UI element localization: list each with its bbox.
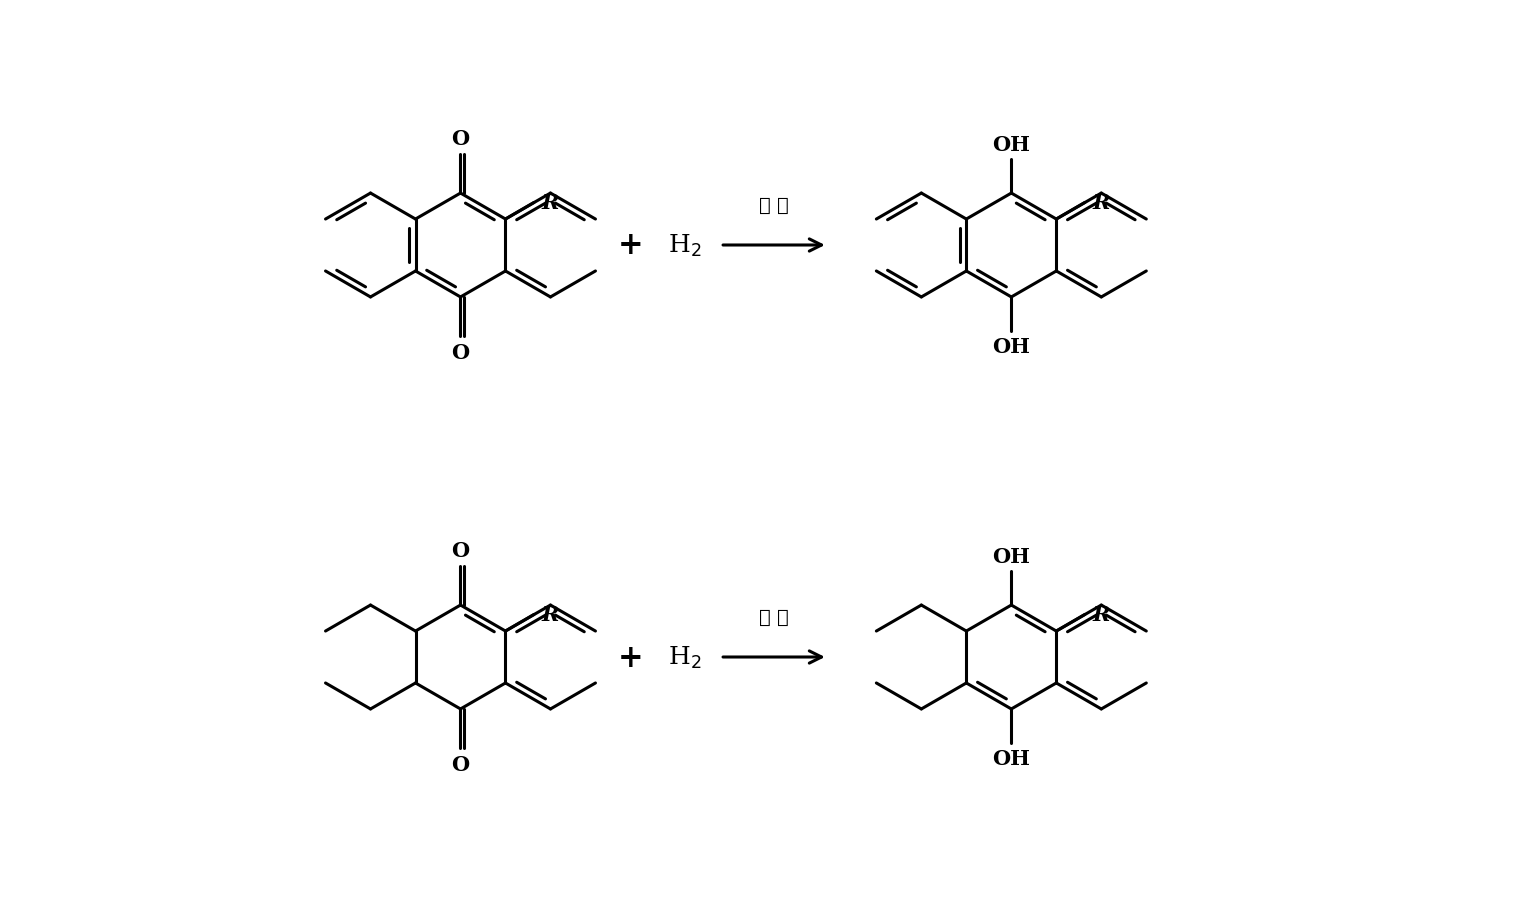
Text: +: +	[617, 642, 643, 673]
Text: R: R	[542, 193, 559, 213]
Text: O: O	[451, 129, 469, 149]
Text: O: O	[451, 540, 469, 560]
Text: 催 化: 催 化	[759, 196, 790, 215]
Text: H$_2$: H$_2$	[668, 233, 702, 259]
Text: OH: OH	[993, 546, 1030, 566]
Text: R: R	[1093, 193, 1110, 213]
Text: OH: OH	[993, 135, 1030, 155]
Text: O: O	[451, 754, 469, 774]
Text: 催 化: 催 化	[759, 607, 790, 626]
Text: R: R	[1093, 605, 1110, 625]
Text: R: R	[542, 605, 559, 625]
Text: H$_2$: H$_2$	[668, 644, 702, 670]
Text: +: +	[617, 230, 643, 261]
Text: O: O	[451, 343, 469, 363]
Text: OH: OH	[993, 337, 1030, 357]
Text: OH: OH	[993, 748, 1030, 768]
